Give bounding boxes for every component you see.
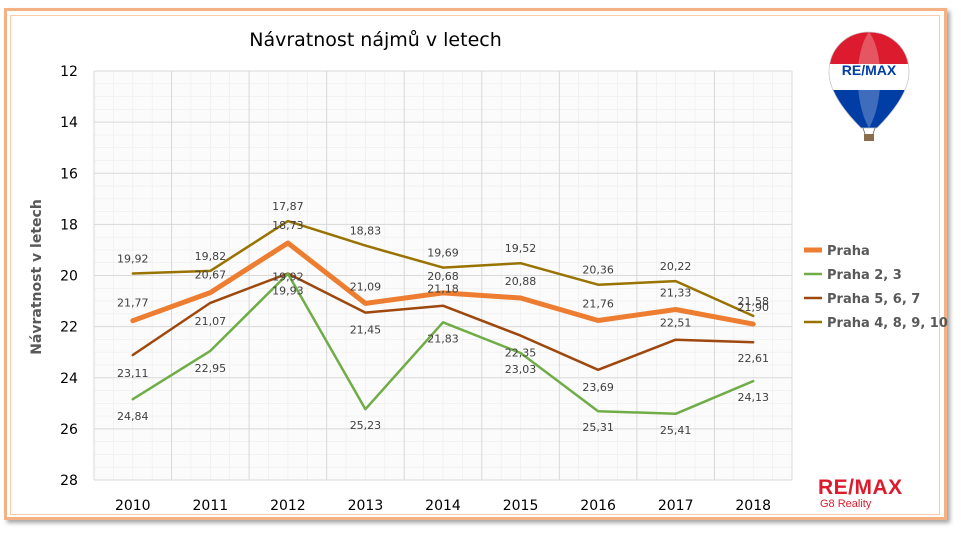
y-tick-label: 22: [60, 320, 78, 336]
data-label: 21,76: [582, 297, 614, 310]
balloon-logo-text: RE/MAX: [842, 62, 897, 78]
legend-label: Praha 2, 3: [827, 268, 902, 283]
data-label: 21,09: [350, 280, 382, 293]
slide-inner-border: [10, 15, 940, 515]
chart-title: Návratnost nájmů v letech: [249, 29, 502, 51]
data-label: 21,33: [660, 286, 692, 299]
data-label: 24,84: [117, 410, 149, 423]
data-label: 18,83: [350, 225, 382, 238]
y-tick-label: 18: [60, 217, 78, 233]
remax-g8-logo: RE/MAX G8 Reality: [818, 476, 903, 510]
y-tick-label: 28: [60, 473, 78, 489]
series-line-praha-2-3: [131, 272, 755, 416]
x-tick-label: 2012: [270, 498, 306, 514]
data-label: 20,36: [582, 264, 614, 277]
remax-balloon-logo: RE/MAX: [828, 31, 910, 141]
data-label: 25,23: [350, 419, 382, 432]
x-tick-label: 2017: [658, 498, 694, 514]
data-label: 19,92: [117, 252, 149, 265]
data-label: 25,41: [660, 424, 692, 437]
data-label: 21,77: [117, 297, 149, 310]
data-label: 21,83: [427, 332, 459, 345]
data-label: 23,69: [582, 381, 614, 394]
data-label: 20,67: [195, 269, 227, 282]
data-label: 23,11: [117, 367, 149, 380]
y-tick-label: 12: [60, 64, 78, 80]
x-tick-label: 2010: [115, 498, 151, 514]
legend-label: Praha 5, 6, 7: [827, 292, 920, 307]
data-label: 19,93: [272, 285, 304, 298]
data-label: 20,88: [505, 275, 537, 288]
x-tick-label: 2014: [425, 498, 461, 514]
legend-label: Praha: [827, 244, 870, 259]
data-label: 22,61: [737, 352, 769, 365]
data-label: 22,95: [195, 362, 227, 375]
data-label: 21,45: [350, 324, 382, 337]
series-line-praha: [130, 240, 756, 327]
data-label: 18,73: [272, 219, 304, 232]
y-tick-label: 24: [60, 371, 78, 387]
data-label: 19,82: [195, 250, 227, 263]
series-line-praha-4-8-9-10: [131, 219, 755, 318]
data-label: 19,92: [272, 270, 304, 283]
legend-label: Praha 4, 8, 9, 10: [827, 316, 948, 331]
x-tick-label: 2016: [580, 498, 616, 514]
data-label: 21,90: [737, 301, 769, 314]
data-label: 21,58: [737, 295, 769, 308]
data-label: 23,03: [505, 363, 537, 376]
data-label: 21,07: [195, 315, 227, 328]
data-label: 22,35: [505, 347, 537, 360]
data-label: 19,52: [505, 242, 537, 255]
x-tick-label: 2011: [193, 498, 229, 514]
x-tick-label: 2013: [348, 498, 384, 514]
x-tick-label: 2015: [503, 498, 539, 514]
x-tick-label: 2018: [735, 498, 771, 514]
data-label: 17,87: [272, 200, 304, 213]
brand-name: RE/MAX: [818, 476, 903, 499]
data-label: 20,68: [427, 270, 459, 283]
series-line-praha-5-6-7: [131, 272, 755, 372]
y-axis-label: Návratnost v letech: [29, 199, 45, 355]
office-name: G8 Reality: [820, 498, 872, 510]
data-label: 24,13: [737, 391, 769, 404]
data-label: 25,31: [582, 421, 614, 434]
y-tick-label: 14: [60, 115, 78, 131]
y-tick-label: 26: [60, 422, 78, 438]
y-tick-label: 20: [60, 269, 78, 285]
y-tick-label: 16: [60, 166, 78, 182]
data-label: 20,22: [660, 260, 692, 273]
data-label: 19,69: [427, 247, 459, 260]
data-label: 22,51: [660, 317, 692, 330]
data-label: 21,18: [427, 283, 459, 296]
